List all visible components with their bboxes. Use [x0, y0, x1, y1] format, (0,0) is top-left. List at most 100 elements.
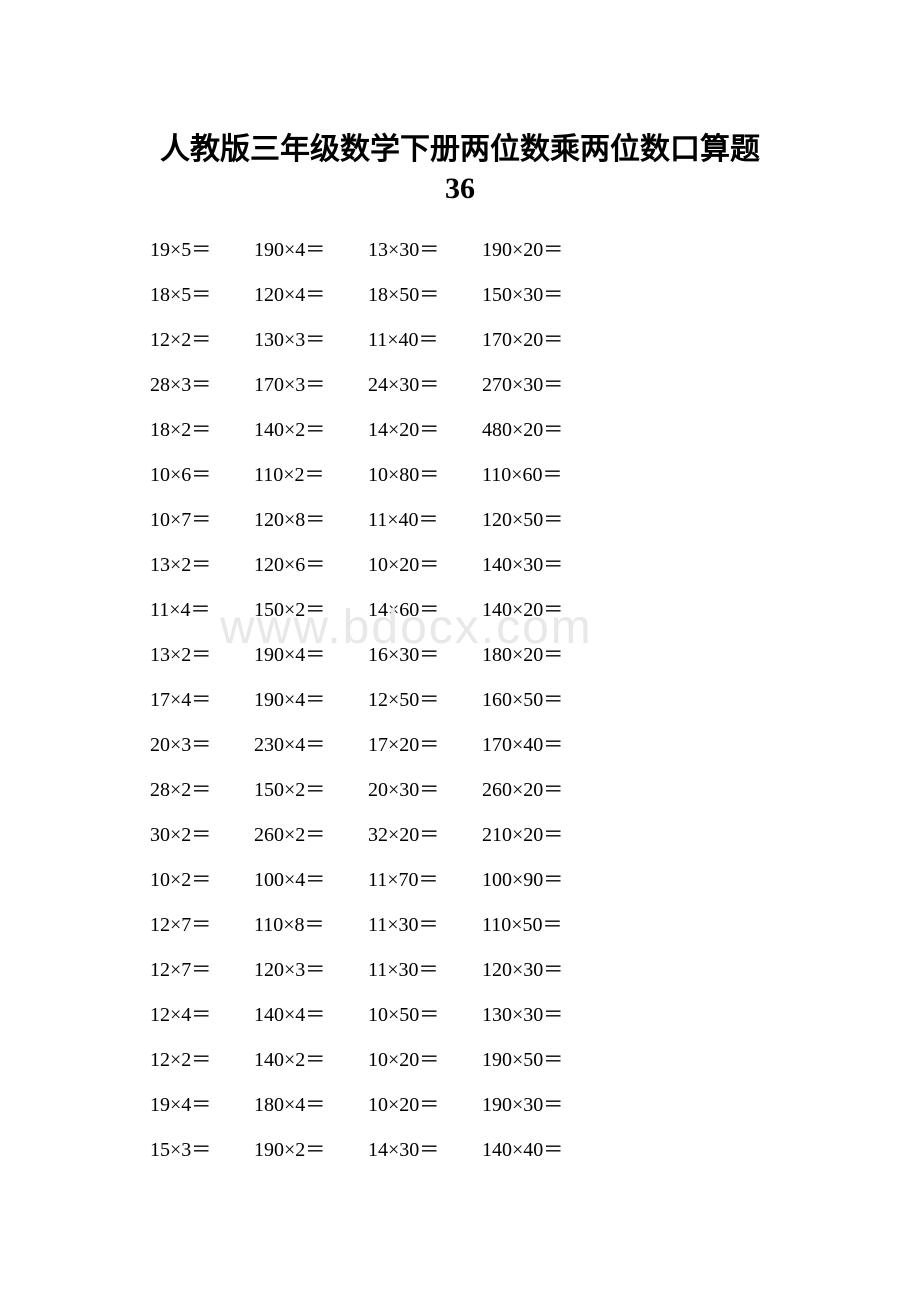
problem-cell: 14×20＝ — [368, 420, 482, 440]
problem-cell: 130×30＝ — [482, 1005, 563, 1025]
problem-cell: 230×4＝ — [254, 735, 368, 755]
problem-cell: 160×50＝ — [482, 690, 563, 710]
problem-cell: 140×40＝ — [482, 1140, 563, 1160]
problem-cell: 270×30＝ — [482, 375, 563, 395]
problem-cell: 10×20＝ — [368, 1050, 482, 1070]
problem-cell: 190×4＝ — [254, 240, 368, 260]
problem-cell: 110×2＝ — [254, 465, 368, 485]
problem-cell: 17×4＝ — [150, 690, 254, 710]
problem-cell: 14×60＝ — [368, 600, 482, 620]
problem-cell: 100×90＝ — [482, 870, 563, 890]
problem-cell: 190×30＝ — [482, 1095, 563, 1115]
problem-cell: 12×2＝ — [150, 1050, 254, 1070]
problem-cell: 24×30＝ — [368, 375, 482, 395]
problem-row: 19×5＝190×4＝13×30＝190×20＝ — [150, 240, 860, 260]
problem-cell: 100×4＝ — [254, 870, 368, 890]
problem-cell: 180×20＝ — [482, 645, 563, 665]
problem-cell: 20×3＝ — [150, 735, 254, 755]
problem-cell: 120×4＝ — [254, 285, 368, 305]
problem-cell: 10×20＝ — [368, 555, 482, 575]
problem-cell: 20×30＝ — [368, 780, 482, 800]
problem-cell: 19×4＝ — [150, 1095, 254, 1115]
problem-cell: 140×30＝ — [482, 555, 563, 575]
problem-cell: 11×30＝ — [368, 915, 482, 935]
problem-cell: 12×4＝ — [150, 1005, 254, 1025]
problem-cell: 10×6＝ — [150, 465, 254, 485]
title-line-1: 人教版三年级数学下册两位数乘两位数口算题 — [160, 133, 760, 166]
problem-cell: 11×40＝ — [368, 510, 482, 530]
problem-cell: 150×2＝ — [254, 780, 368, 800]
problem-cell: 13×30＝ — [368, 240, 482, 260]
problem-row: 19×4＝180×4＝10×20＝190×30＝ — [150, 1095, 860, 1115]
problem-cell: 140×2＝ — [254, 1050, 368, 1070]
problem-cell: 11×70＝ — [368, 870, 482, 890]
problem-cell: 18×5＝ — [150, 285, 254, 305]
problem-row: 28×3＝170×3＝24×30＝270×30＝ — [150, 375, 860, 395]
problem-cell: 13×2＝ — [150, 555, 254, 575]
problem-cell: 10×20＝ — [368, 1095, 482, 1115]
problem-cell: 12×50＝ — [368, 690, 482, 710]
problem-cell: 120×30＝ — [482, 960, 563, 980]
problem-cell: 32×20＝ — [368, 825, 482, 845]
problems-table: 19×5＝190×4＝13×30＝190×20＝18×5＝120×4＝18×50… — [60, 240, 860, 1160]
problem-cell: 120×50＝ — [482, 510, 563, 530]
problem-row: 20×3＝230×4＝17×20＝170×40＝ — [150, 735, 860, 755]
problem-cell: 170×3＝ — [254, 375, 368, 395]
problem-row: 12×2＝140×2＝10×20＝190×50＝ — [150, 1050, 860, 1070]
problem-cell: 110×50＝ — [482, 915, 563, 935]
problem-cell: 190×20＝ — [482, 240, 563, 260]
problem-cell: 190×4＝ — [254, 645, 368, 665]
problem-cell: 180×4＝ — [254, 1095, 368, 1115]
problem-cell: 110×8＝ — [254, 915, 368, 935]
problem-cell: 14×30＝ — [368, 1140, 482, 1160]
problem-cell: 120×3＝ — [254, 960, 368, 980]
problem-cell: 130×3＝ — [254, 330, 368, 350]
problem-row: 18×2＝140×2＝14×20＝480×20＝ — [150, 420, 860, 440]
problem-cell: 12×7＝ — [150, 915, 254, 935]
problem-cell: 120×8＝ — [254, 510, 368, 530]
problem-cell: 110×60＝ — [482, 465, 563, 485]
problem-cell: 480×20＝ — [482, 420, 563, 440]
problem-cell: 10×80＝ — [368, 465, 482, 485]
problem-cell: 260×2＝ — [254, 825, 368, 845]
title-line-2: 36 — [60, 169, 860, 208]
problem-cell: 10×2＝ — [150, 870, 254, 890]
problem-cell: 11×40＝ — [368, 330, 482, 350]
problem-row: 12×2＝130×3＝11×40＝170×20＝ — [150, 330, 860, 350]
problem-row: 11×4＝150×2＝14×60＝140×20＝ — [150, 600, 860, 620]
problem-cell: 19×5＝ — [150, 240, 254, 260]
problem-cell: 15×3＝ — [150, 1140, 254, 1160]
problem-cell: 10×7＝ — [150, 510, 254, 530]
problem-cell: 18×2＝ — [150, 420, 254, 440]
problem-cell: 190×4＝ — [254, 690, 368, 710]
problem-row: 18×5＝120×4＝18×50＝150×30＝ — [150, 285, 860, 305]
problem-cell: 16×30＝ — [368, 645, 482, 665]
problem-row: 10×7＝120×8＝11×40＝120×50＝ — [150, 510, 860, 530]
problem-cell: 12×2＝ — [150, 330, 254, 350]
problem-cell: 12×7＝ — [150, 960, 254, 980]
problem-cell: 13×2＝ — [150, 645, 254, 665]
problem-row: 13×2＝120×6＝10×20＝140×30＝ — [150, 555, 860, 575]
problem-row: 15×3＝190×2＝14×30＝140×40＝ — [150, 1140, 860, 1160]
problem-cell: 30×2＝ — [150, 825, 254, 845]
problem-cell: 150×30＝ — [482, 285, 563, 305]
problem-row: 12×7＝110×8＝11×30＝110×50＝ — [150, 915, 860, 935]
problem-cell: 11×4＝ — [150, 600, 254, 620]
problem-row: 17×4＝190×4＝12×50＝160×50＝ — [150, 690, 860, 710]
problem-cell: 10×50＝ — [368, 1005, 482, 1025]
problem-cell: 120×6＝ — [254, 555, 368, 575]
problem-cell: 170×40＝ — [482, 735, 563, 755]
problem-cell: 140×20＝ — [482, 600, 563, 620]
problem-cell: 190×2＝ — [254, 1140, 368, 1160]
problem-cell: 28×2＝ — [150, 780, 254, 800]
problem-cell: 17×20＝ — [368, 735, 482, 755]
problem-row: 12×4＝140×4＝10×50＝130×30＝ — [150, 1005, 860, 1025]
page-title: 人教版三年级数学下册两位数乘两位数口算题 36 — [60, 130, 860, 208]
problem-row: 13×2＝190×4＝16×30＝180×20＝ — [150, 645, 860, 665]
problem-cell: 260×20＝ — [482, 780, 563, 800]
problem-row: 30×2＝260×2＝32×20＝210×20＝ — [150, 825, 860, 845]
problem-row: 10×6＝110×2＝10×80＝110×60＝ — [150, 465, 860, 485]
problem-cell: 210×20＝ — [482, 825, 563, 845]
problem-cell: 28×3＝ — [150, 375, 254, 395]
problem-cell: 170×20＝ — [482, 330, 563, 350]
